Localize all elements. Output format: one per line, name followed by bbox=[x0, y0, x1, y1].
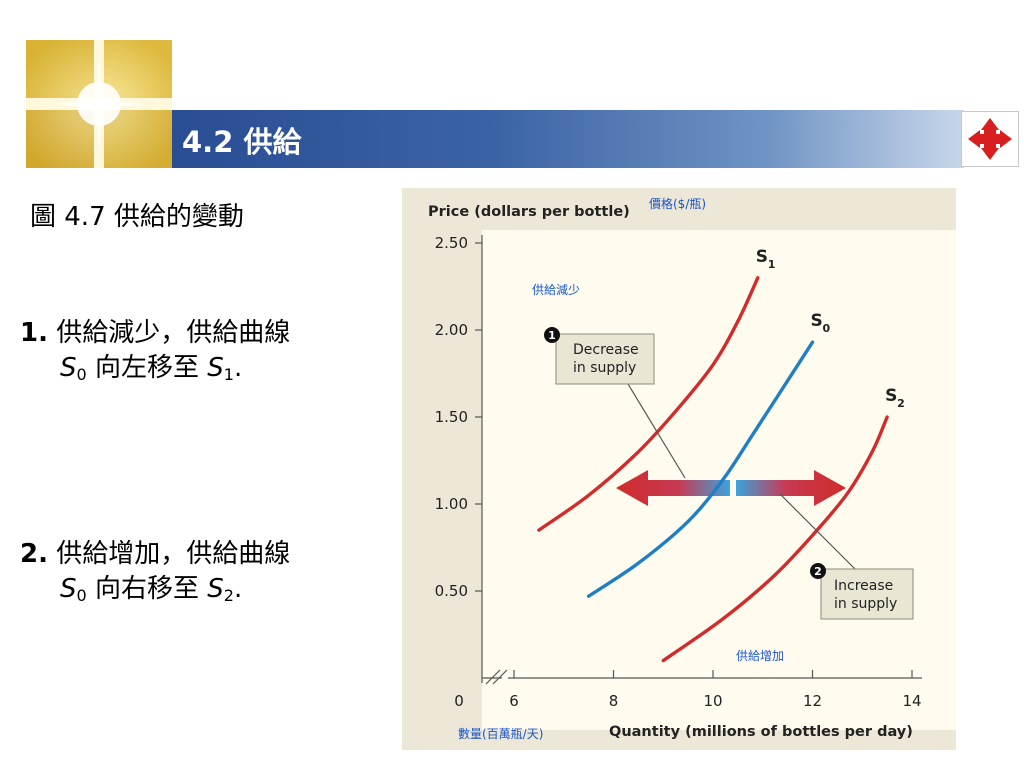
axis-break-mark bbox=[485, 669, 501, 685]
decrease-marker-number: 1 bbox=[548, 329, 556, 342]
shift-arrows bbox=[616, 470, 846, 506]
y-tick-label: 1.00 bbox=[435, 495, 468, 513]
x-axis-label-zh: 數量(百萬瓶/天) bbox=[458, 727, 543, 741]
four-way-arrow-icon bbox=[968, 118, 1012, 160]
axis-break-mark bbox=[492, 669, 508, 685]
curve-label-subscript: 1 bbox=[768, 258, 776, 271]
curve-label-s2: S bbox=[885, 386, 897, 406]
axes: 2.502.001.501.000.500 6 8 10 12 14 bbox=[435, 234, 922, 710]
increase-callout: 2 Increase in supply bbox=[810, 563, 914, 620]
supply-shift-chart: 2.502.001.501.000.500 6 8 10 12 14 Price (dol… bbox=[402, 188, 956, 750]
decrease-label-line1: Decrease bbox=[573, 342, 639, 358]
increase-callout-box bbox=[820, 568, 914, 620]
x-tick-label: 0 bbox=[454, 692, 464, 710]
bullet-move-text: 向左移至 bbox=[86, 353, 208, 383]
x-tick-label: 12 bbox=[803, 692, 822, 710]
navigation-button[interactable] bbox=[961, 111, 1019, 167]
curve-label-subscript: 0 bbox=[823, 322, 831, 335]
curve-symbol: S bbox=[207, 574, 224, 604]
bullet-move-text: 向右移至 bbox=[86, 574, 208, 604]
curve-subscript: 1 bbox=[223, 365, 234, 384]
curve-subscript: 2 bbox=[223, 586, 234, 605]
x-tick-label: 6 bbox=[509, 692, 519, 710]
decrease-label-line2: in supply bbox=[573, 360, 636, 376]
x-tick-label: 8 bbox=[609, 692, 619, 710]
bullet-number: 2. bbox=[20, 539, 48, 569]
increase-marker bbox=[810, 563, 826, 579]
increase-arrow bbox=[736, 470, 846, 506]
y-tick-label: 0.50 bbox=[435, 582, 468, 600]
decrease-leader-line bbox=[627, 383, 686, 479]
bullet-number: 1. bbox=[20, 318, 48, 348]
x-axis-label: Quantity (millions of bottles per day) bbox=[609, 724, 913, 740]
bullet-text: 供給減少，供給曲線 bbox=[56, 318, 291, 348]
decrease-label-zh: 供給減少 bbox=[532, 282, 580, 297]
page-title: 4.2 供給 bbox=[182, 125, 302, 159]
decrease-callout-box bbox=[555, 333, 655, 385]
logo-icon bbox=[26, 40, 172, 168]
bullet-text: 供給增加，供給曲線 bbox=[56, 539, 291, 569]
increase-leader-line bbox=[779, 493, 863, 577]
bullet-increase: 2. 供給增加，供給曲線 S0 向右移至 S2. bbox=[20, 537, 380, 613]
supply-curve-s0 bbox=[586, 340, 815, 598]
y-axis-label-zh: 價格($/瓶) bbox=[649, 196, 706, 211]
increase-label-zh: 供給增加 bbox=[736, 649, 784, 663]
curve-subscript: 0 bbox=[76, 365, 87, 384]
supply-curves: S 1S 0S 2 bbox=[537, 247, 905, 663]
decrease-marker bbox=[544, 327, 560, 343]
decrease-arrow bbox=[616, 470, 730, 506]
curve-label-s1: S bbox=[756, 247, 768, 267]
increase-marker-number: 2 bbox=[814, 565, 822, 578]
x-tick-label: 10 bbox=[703, 692, 722, 710]
curve-symbol: S bbox=[60, 574, 77, 604]
decrease-callout: 1 Decrease in supply bbox=[544, 327, 655, 385]
y-tick-label: 1.50 bbox=[435, 408, 468, 426]
curve-label-s0: S bbox=[811, 311, 823, 331]
curve-symbol: S bbox=[207, 353, 224, 383]
supply-curve-s2 bbox=[661, 415, 889, 663]
increase-label-line2: in supply bbox=[834, 596, 897, 612]
figure-title: 圖 4.7 供給的變動 bbox=[30, 202, 244, 232]
x-tick-label: 14 bbox=[902, 692, 921, 710]
y-tick-label: 2.00 bbox=[435, 321, 468, 339]
increase-label-line1: Increase bbox=[834, 578, 893, 594]
bullet-end: . bbox=[233, 574, 243, 604]
curve-symbol: S bbox=[60, 353, 77, 383]
bullet-end: . bbox=[233, 353, 243, 383]
supply-curve-s1 bbox=[537, 276, 760, 532]
curve-label-subscript: 2 bbox=[897, 397, 905, 410]
bullet-decrease: 1. 供給減少，供給曲線 S0 向左移至 S1. bbox=[20, 316, 380, 392]
y-axis-label: Price (dollars per bottle) bbox=[428, 204, 630, 220]
title-bar: 4.2 供給 bbox=[172, 110, 964, 168]
curve-subscript: 0 bbox=[76, 586, 87, 605]
y-tick-label: 2.50 bbox=[435, 234, 468, 252]
